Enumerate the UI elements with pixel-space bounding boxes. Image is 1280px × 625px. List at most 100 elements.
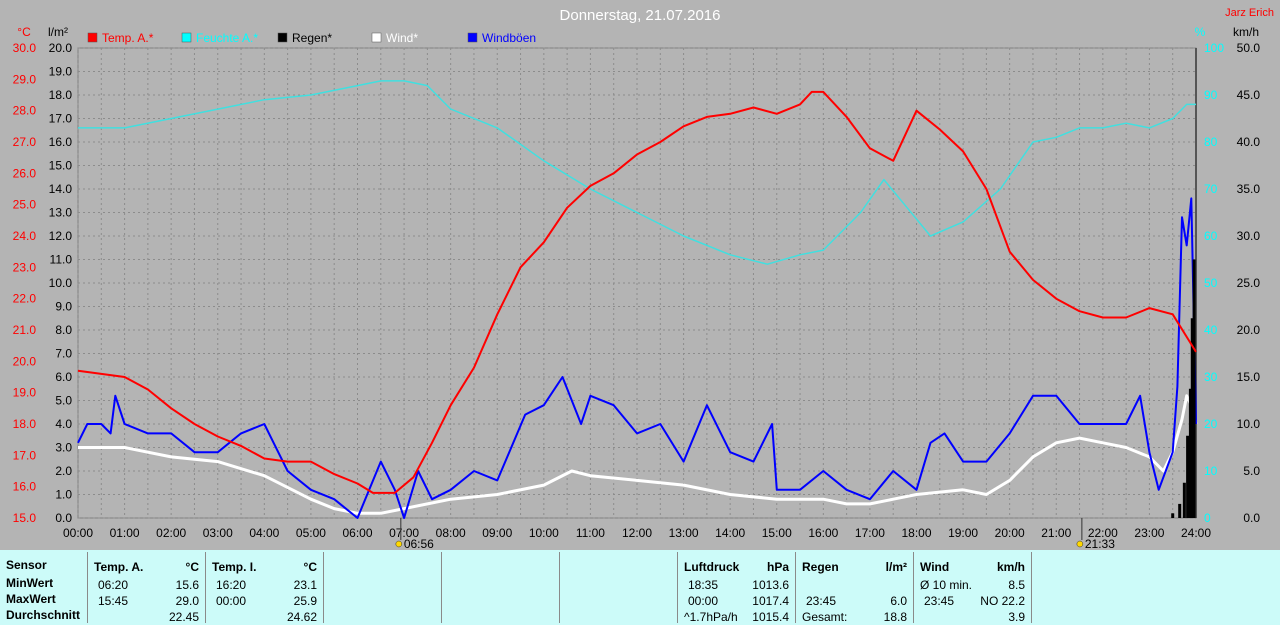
humidity-axis-tick: 90	[1204, 88, 1218, 102]
temp-axis-tick: 19.0	[13, 386, 37, 400]
legend-swatch	[467, 32, 478, 43]
x-axis-tick: 09:00	[482, 526, 512, 540]
x-axis-tick: 05:00	[296, 526, 326, 540]
stats-pressure-header: Luftdruck	[684, 560, 740, 574]
chart-area: Donnerstag, 21.07.2016 Jarz Erich °C l/m²% k…	[0, 0, 1280, 551]
x-axis-tick: 22:00	[1088, 526, 1118, 540]
rain-axis-tick: 5.0	[55, 394, 72, 408]
rain-axis-tick: 13.0	[49, 206, 73, 220]
wind-axis-tick: 10.0	[1237, 417, 1261, 431]
stats-value: NO 22.2	[980, 594, 1025, 608]
rain-axis-tick: 14.0	[49, 182, 73, 196]
humidity-series-line	[78, 80, 1196, 265]
stats-value: 8.5	[1008, 578, 1025, 592]
stats-time: 06:20	[98, 578, 129, 592]
humidity-axis-tick: 30	[1204, 370, 1218, 384]
stats-value: 1017.4	[752, 594, 789, 608]
stats-time: 00:00	[216, 594, 247, 608]
gusts-series-line	[77, 197, 1197, 519]
humidity-axis-tick: 60	[1204, 229, 1218, 243]
x-axis-tick: 12:00	[622, 526, 652, 540]
x-axis-tick: 00:00	[63, 526, 93, 540]
stats-value: 29.0	[175, 594, 199, 608]
x-axis-tick: 13:00	[669, 526, 699, 540]
legend-label: Regen*	[292, 31, 332, 45]
rain-axis-tick: 2.0	[55, 464, 72, 478]
stats-temp-i-unit: °C	[303, 560, 317, 574]
stats-time: 16:20	[216, 578, 247, 592]
wind-axis-unit: km/h	[1233, 25, 1259, 39]
humidity-axis-tick: 20	[1204, 417, 1218, 431]
stats-temp-a-header: Temp. A.	[94, 560, 144, 574]
stats-wind-header: Wind	[920, 560, 950, 574]
rain-bar	[1186, 435, 1190, 518]
x-axis-tick: 18:00	[901, 526, 931, 540]
stats-temp-a-col: Temp. A. °C 06:20 15.6 15:45 29.0 22.45	[88, 552, 206, 624]
stats-trend: ^1.7hPa/h	[684, 610, 738, 624]
rain-axis-tick: 8.0	[55, 323, 72, 337]
x-axis-tick: 11:00	[576, 526, 605, 540]
wind-axis-tick: 25.0	[1237, 276, 1261, 290]
rain-axis-tick: 6.0	[55, 370, 72, 384]
chart-title: Donnerstag, 21.07.2016	[560, 7, 721, 24]
stats-pressure-col: Luftdruck hPa 18:35 1013.6 00:00 1017.4 …	[678, 552, 796, 624]
rain-axis-tick: 9.0	[55, 300, 72, 314]
humidity-axis-tick: 70	[1204, 182, 1218, 196]
x-axis-tick: 20:00	[995, 526, 1025, 540]
stats-rain-unit: l/m²	[885, 560, 907, 574]
stats-temp-i-col: Temp. I. °C 16:20 23.1 00:00 25.9 24.62	[206, 552, 324, 624]
rain-axis-tick: 16.0	[49, 135, 73, 149]
temp-axis-tick: 21.0	[13, 323, 37, 337]
x-axis-tick: 23:00	[1134, 526, 1164, 540]
rain-axis-tick: 15.0	[49, 159, 73, 173]
x-axis-tick: 24:00	[1181, 526, 1211, 540]
humidity-axis-tick: 40	[1204, 323, 1218, 337]
stats-pressure-unit: hPa	[766, 560, 789, 574]
rain-bar	[1190, 318, 1194, 518]
stats-value: 25.9	[293, 594, 317, 608]
wind-series-line	[78, 394, 1198, 515]
humidity-axis-unit: %	[1195, 25, 1206, 39]
stats-row-label: MinWert	[6, 576, 54, 590]
temp-axis-tick: 23.0	[13, 260, 37, 274]
rain-axis-tick: 7.0	[55, 347, 72, 361]
stats-temp-i-header: Temp. I.	[212, 560, 257, 574]
stats-empty-col	[324, 552, 442, 623]
x-axis-tick: 16:00	[808, 526, 838, 540]
wind-axis-tick: 0.0	[1243, 511, 1260, 525]
stats-value: 22.45	[168, 610, 199, 624]
x-axis-tick: 08:00	[436, 526, 466, 540]
wind-axis-tick: 35.0	[1237, 182, 1261, 196]
x-axis-tick: 14:00	[715, 526, 745, 540]
stats-value: 3.9	[1008, 610, 1025, 624]
legend-swatch	[371, 32, 382, 43]
rain-axis-tick: 1.0	[55, 488, 72, 502]
stats-rain-header: Regen	[802, 560, 839, 574]
temp-axis-tick: 17.0	[13, 448, 37, 462]
rain-axis-tick: 12.0	[49, 229, 73, 243]
stats-value: 1013.6	[752, 578, 789, 592]
legend-label: Feuchte A.*	[196, 31, 258, 45]
legend-label: Wind*	[386, 31, 418, 45]
wind-axis-tick: 15.0	[1237, 370, 1261, 384]
stats-wind-avg-label: Ø 10 min.	[920, 578, 973, 592]
wind-axis-tick: 40.0	[1237, 135, 1261, 149]
x-axis-tick: 10:00	[529, 526, 559, 540]
wind-axis-tick: 5.0	[1243, 464, 1260, 478]
legend-label: Windböen	[482, 31, 536, 45]
stats-value: 6.0	[890, 594, 907, 608]
stats-value: 18.8	[883, 610, 907, 624]
stats-value: 15.6	[175, 578, 199, 592]
legend-label: Temp. A.*	[102, 31, 154, 45]
x-axis-tick: 17:00	[855, 526, 885, 540]
sun-marker-label: 06:56	[404, 537, 434, 550]
stats-time: 23:45	[806, 594, 837, 608]
rain-axis-tick: 4.0	[55, 417, 72, 431]
stats-value: 1015.4	[752, 610, 789, 624]
temp-axis-tick: 27.0	[13, 135, 37, 149]
author-label: Jarz Erich	[1225, 7, 1274, 19]
temp-axis-tick: 16.0	[13, 480, 37, 494]
sun-icon	[1076, 540, 1084, 548]
stats-value: 23.1	[293, 578, 317, 592]
x-axis-tick: 21:00	[1041, 526, 1071, 540]
